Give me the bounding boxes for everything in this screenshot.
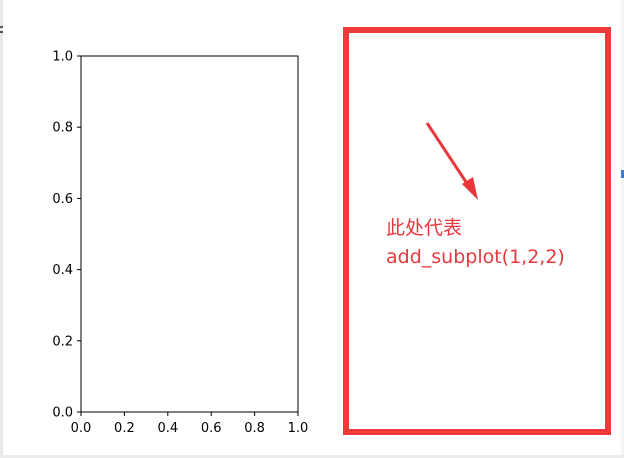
x-tick-label: 0.6 — [201, 421, 222, 436]
tick-layer: 0.0 0.2 0.4 0.6 0.8 1.0 0.0 0.2 0.4 0.6 0.8 1.0 — [52, 50, 308, 437]
annotation-line-1: 此处代表 — [386, 217, 463, 239]
y-tick-label: 0.0 — [52, 406, 73, 421]
x-tick-label: 0.4 — [157, 421, 178, 436]
edge-marker — [0, 31, 3, 33]
edge-marker-blue — [621, 170, 624, 178]
x-tick-label: 1.0 — [288, 421, 309, 436]
y-tick-label: 0.8 — [52, 121, 73, 136]
annotation-arrow — [425, 122, 478, 200]
y-tick-label: 0.4 — [52, 263, 73, 278]
y-tick-label: 1.0 — [52, 50, 73, 65]
x-tick-label: 0.8 — [244, 421, 265, 436]
annotation-text: 此处代表 add_subplot(1,2,2) — [386, 214, 565, 272]
window-left-edge — [0, 0, 3, 458]
annotation-box — [343, 27, 611, 435]
y-tick-label: 0.2 — [52, 334, 73, 349]
y-tick-label: 0.6 — [52, 192, 73, 207]
annotation-line-2: add_subplot(1,2,2) — [386, 246, 565, 268]
window-bottom-edge — [0, 455, 624, 458]
edge-marker — [0, 26, 3, 28]
x-tick-label: 0.2 — [114, 421, 135, 436]
axes-frame — [80, 55, 299, 413]
window-right-edge — [621, 0, 624, 458]
x-tick-label: 0.0 — [71, 421, 92, 436]
